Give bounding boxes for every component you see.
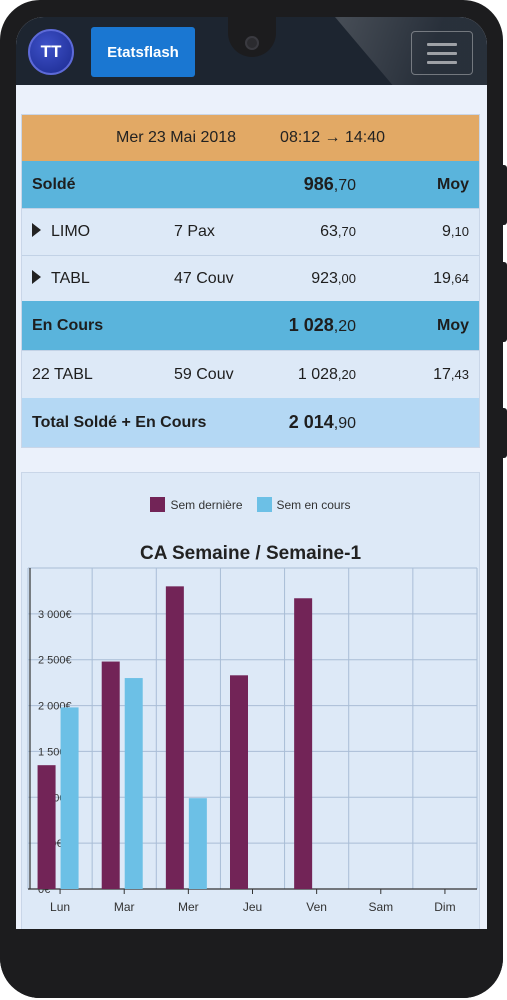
legend-label-sem-en-cours: Sem en cours [276, 497, 351, 512]
tabl-amount-int: 923 [311, 269, 338, 287]
y-tick-label: 3 000€ [38, 609, 72, 621]
bar-sem-derniere-mar [101, 661, 120, 889]
phone-side-button-top [500, 165, 507, 225]
navbar: TT Etatsflash [16, 17, 487, 85]
date-header: Mer 23 Mai 2018 08:12 → 14:40 [22, 115, 479, 161]
x-tick-label: Mar [114, 900, 135, 914]
limo-label: LIMO [32, 223, 90, 241]
chart-card: Sem dernière Sem en cours CA Semaine / S… [21, 472, 480, 929]
total-row: Total Soldé + En Cours 2 014,90 [22, 398, 479, 447]
hamburger-line-icon [427, 51, 457, 55]
x-tick-label: Dim [434, 900, 455, 914]
phone-bottom-bezel [0, 929, 503, 998]
bar-sem-en-cours-mer [188, 798, 207, 889]
caret-right-icon[interactable] [32, 223, 41, 237]
solde-amount: 986,70 [304, 174, 356, 195]
tabl-amount: 923,00 [311, 270, 356, 288]
hamburger-menu-button[interactable] [411, 31, 473, 75]
bar-sem-derniere-mer [165, 586, 184, 889]
en-cours-label: En Cours [32, 316, 104, 334]
solde-amount-int: 986 [303, 174, 334, 194]
tabl-label: TABL [32, 269, 90, 288]
en-cours-amount-dec: ,20 [333, 318, 356, 335]
x-tick-label: Sam [368, 900, 393, 914]
bar-sem-en-cours-lun [60, 707, 79, 889]
x-tick-label: Mer [178, 900, 199, 914]
limo-moy: 9,10 [442, 223, 469, 241]
tabl-moy: 19,64 [433, 270, 469, 288]
list-item-tabl[interactable]: TABL 47 Couv 923,00 19,64 [22, 255, 479, 301]
tabl-amount-dec: ,00 [337, 270, 356, 286]
logo-text: TT [40, 42, 62, 61]
limo-amount-int: 63 [320, 223, 338, 240]
legend-item-sem-derniere[interactable]: Sem dernière [150, 497, 243, 512]
list-item-limo[interactable]: LIMO 7 Pax 63,70 9,10 [22, 208, 479, 255]
phone-side-button-mid [500, 262, 507, 342]
summary-card: Mer 23 Mai 2018 08:12 → 14:40 Soldé 986,… [21, 114, 480, 448]
total-amount-int: 2 014 [288, 412, 334, 432]
etatsflash-label: Etatsflash [107, 43, 179, 61]
solde-label: Soldé [32, 175, 76, 193]
legend-swatch-sem-en-cours [256, 497, 272, 512]
en-cours-amount-int: 1 028 [288, 315, 334, 335]
x-tick-label: Jeu [243, 900, 262, 914]
total-amount: 2 014,90 [289, 412, 356, 433]
limo-label-text: LIMO [51, 223, 91, 240]
tabl-qty: 47 Couv [174, 269, 234, 287]
camera-icon [245, 36, 259, 50]
en-cours-tabl-moy-dec: ,43 [450, 366, 469, 382]
bar-sem-derniere-lun [37, 765, 56, 889]
en-cours-amount: 1 028,20 [289, 315, 356, 336]
en-cours-header-row: En Cours 1 028,20 Moy [22, 301, 479, 350]
bar-sem-en-cours-mar [124, 678, 143, 889]
etatsflash-button[interactable]: Etatsflash [91, 27, 195, 77]
legend-label-sem-derniere: Sem dernière [170, 497, 243, 512]
total-label: Total Soldé + En Cours [32, 413, 207, 431]
phone-screen: TT Etatsflash Mer 23 Mai 2018 08:12 → 14… [16, 17, 487, 929]
report-date: Mer 23 Mai 2018 [115, 129, 237, 146]
limo-moy-int: 9 [442, 223, 451, 240]
total-amount-dec: ,90 [333, 415, 356, 432]
x-tick-label: Ven [306, 900, 327, 914]
bar-sem-derniere-jeu [230, 675, 248, 889]
solde-header-row: Soldé 986,70 Moy [22, 161, 479, 208]
limo-amount: 63,70 [320, 223, 356, 241]
legend-swatch-sem-derniere [150, 497, 166, 512]
tabl-moy-int: 19 [433, 269, 451, 287]
chart-title: CA Semaine / Semaine-1 [139, 543, 362, 564]
limo-amount-dec: ,70 [337, 224, 356, 239]
bar-sem-derniere-ven [294, 598, 313, 889]
en-cours-tabl-amount-dec: ,20 [337, 366, 356, 382]
y-tick-label: 2 500€ [38, 655, 72, 667]
caret-right-icon[interactable] [32, 269, 41, 284]
legend-item-sem-en-cours[interactable]: Sem en cours [256, 497, 351, 512]
en-cours-tabl-amount-int: 1 028 [297, 365, 338, 383]
phone-side-button-low [500, 408, 507, 458]
solde-moy-label: Moy [437, 175, 469, 193]
en-cours-tabl-moy-int: 17 [433, 365, 451, 383]
hamburger-line-icon [427, 42, 457, 46]
time-range: 08:12 → 14:40 [280, 129, 386, 146]
tabl-label-text: TABL [51, 269, 90, 287]
x-tick-label: Lun [50, 900, 70, 914]
en-cours-tabl-qty: 59 Couv [174, 365, 234, 383]
en-cours-tabl-moy: 17,43 [433, 366, 469, 384]
list-item-en-cours-tabl[interactable]: 22 TABL 59 Couv 1 028,20 17,43 [22, 350, 479, 398]
bar-chart: 0€500€1 000€1 500€2 000€2 500€3 000€LunM… [27, 567, 478, 914]
chart-legend: Sem dernière Sem en cours [22, 497, 479, 512]
en-cours-moy-label: Moy [437, 316, 469, 334]
hamburger-line-icon [427, 60, 457, 64]
solde-amount-dec: ,70 [333, 177, 356, 194]
limo-qty: 7 Pax [174, 223, 215, 240]
en-cours-tabl-label: 22 TABL [32, 365, 93, 383]
limo-moy-dec: ,10 [450, 224, 469, 239]
en-cours-tabl-amount: 1 028,20 [298, 366, 356, 384]
app-logo[interactable]: TT [28, 29, 74, 75]
tabl-moy-dec: ,64 [450, 270, 469, 286]
